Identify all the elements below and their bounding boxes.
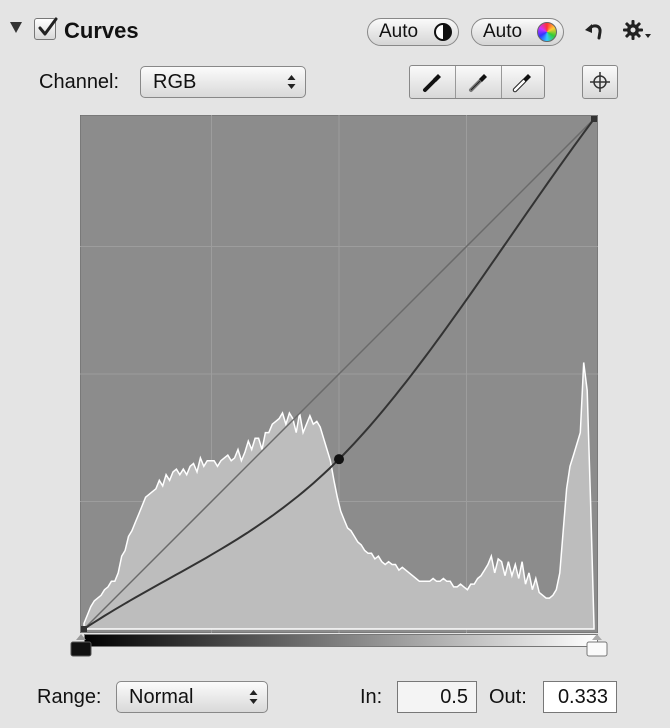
color-wheel-icon bbox=[537, 22, 557, 42]
auto-color-button[interactable]: Auto bbox=[471, 18, 564, 46]
curves-graph[interactable] bbox=[80, 115, 598, 633]
out-value-field[interactable]: 0.333 bbox=[543, 681, 617, 713]
curves-enable-checkbox[interactable] bbox=[34, 17, 58, 40]
select-arrows-icon bbox=[287, 75, 296, 89]
select-arrows-icon bbox=[249, 690, 258, 704]
gear-menu-icon[interactable] bbox=[622, 18, 652, 44]
channel-select[interactable]: RGB bbox=[140, 66, 306, 98]
curve-control-point[interactable] bbox=[591, 116, 597, 122]
eyedropper-group bbox=[409, 65, 545, 99]
auto-color-label: Auto bbox=[483, 21, 523, 42]
black-point-handle[interactable] bbox=[70, 634, 92, 659]
black-point-eyedropper-icon bbox=[423, 74, 441, 92]
channel-label: Channel: bbox=[39, 71, 120, 93]
out-label: Out: bbox=[489, 686, 527, 708]
disclosure-triangle-icon[interactable] bbox=[10, 22, 22, 33]
in-value-field[interactable]: 0.5 bbox=[397, 681, 477, 713]
curve-control-point[interactable] bbox=[334, 454, 344, 465]
range-label: Range: bbox=[37, 686, 102, 708]
crosshair-target-icon bbox=[590, 72, 610, 92]
gray-point-eyedropper-button[interactable] bbox=[455, 66, 502, 98]
white-point-eyedropper-icon bbox=[512, 74, 531, 93]
white-point-handle[interactable] bbox=[586, 634, 608, 659]
target-adjust-button[interactable] bbox=[582, 65, 618, 99]
in-label: In: bbox=[360, 686, 383, 708]
gray-point-eyedropper-icon bbox=[469, 74, 487, 92]
range-select[interactable]: Normal bbox=[116, 681, 268, 713]
white-point-eyedropper-button[interactable] bbox=[500, 66, 545, 98]
baseline-diagonal bbox=[83, 118, 595, 630]
histogram bbox=[83, 362, 595, 630]
half-circle-contrast-icon bbox=[434, 23, 452, 41]
auto-contrast-label: Auto bbox=[379, 21, 419, 42]
panel-title: Curves bbox=[64, 18, 139, 43]
undo-arrow-icon[interactable] bbox=[584, 20, 606, 42]
channel-select-value: RGB bbox=[153, 71, 197, 93]
input-gradient-bar bbox=[84, 634, 598, 647]
curve-control-point[interactable] bbox=[81, 626, 87, 632]
black-point-eyedropper-button[interactable] bbox=[410, 66, 455, 98]
auto-contrast-button[interactable]: Auto bbox=[367, 18, 459, 46]
range-select-value: Normal bbox=[129, 686, 194, 708]
checkmark-icon bbox=[38, 17, 58, 36]
